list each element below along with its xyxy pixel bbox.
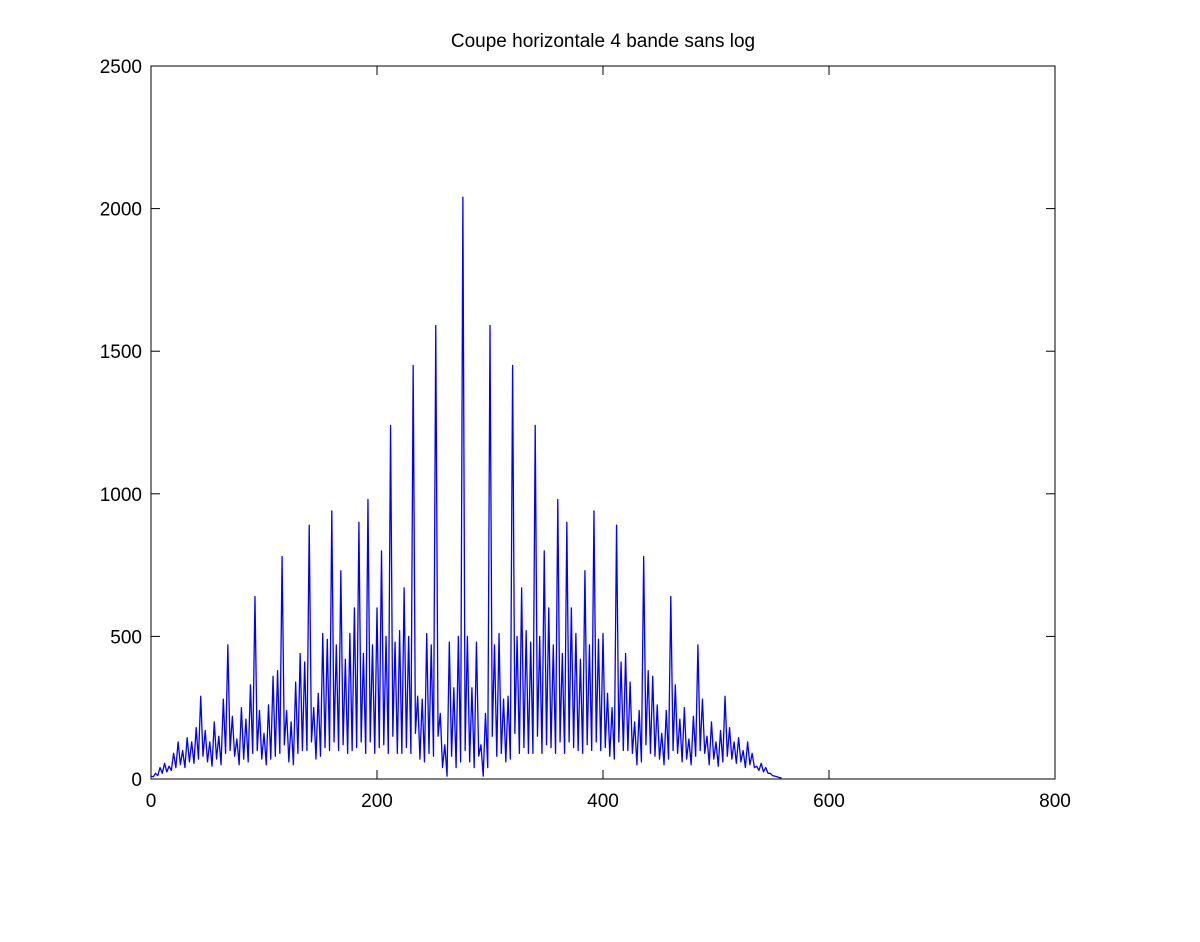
x-tick-label: 600 <box>813 791 845 812</box>
y-tick-label: 2500 <box>100 57 142 78</box>
chart-title: Coupe horizontale 4 bande sans log <box>451 31 755 52</box>
series-line <box>150 196 782 779</box>
x-tick-label: 400 <box>587 791 619 812</box>
y-tick-label: 0 <box>131 770 142 791</box>
axis-ticks <box>150 65 1056 780</box>
x-tick-label: 200 <box>361 791 393 812</box>
plot-frame <box>150 65 1056 780</box>
y-tick-label: 500 <box>110 627 142 648</box>
y-tick-label: 1500 <box>100 342 142 363</box>
y-tick-label: 1000 <box>100 485 142 506</box>
x-tick-label: 800 <box>1039 791 1071 812</box>
tick-labels: 0 200 400 600 800 0 500 1000 1500 2000 2500 <box>100 57 1071 812</box>
y-tick-label: 2000 <box>100 200 142 221</box>
x-tick-label: 0 <box>146 791 157 812</box>
